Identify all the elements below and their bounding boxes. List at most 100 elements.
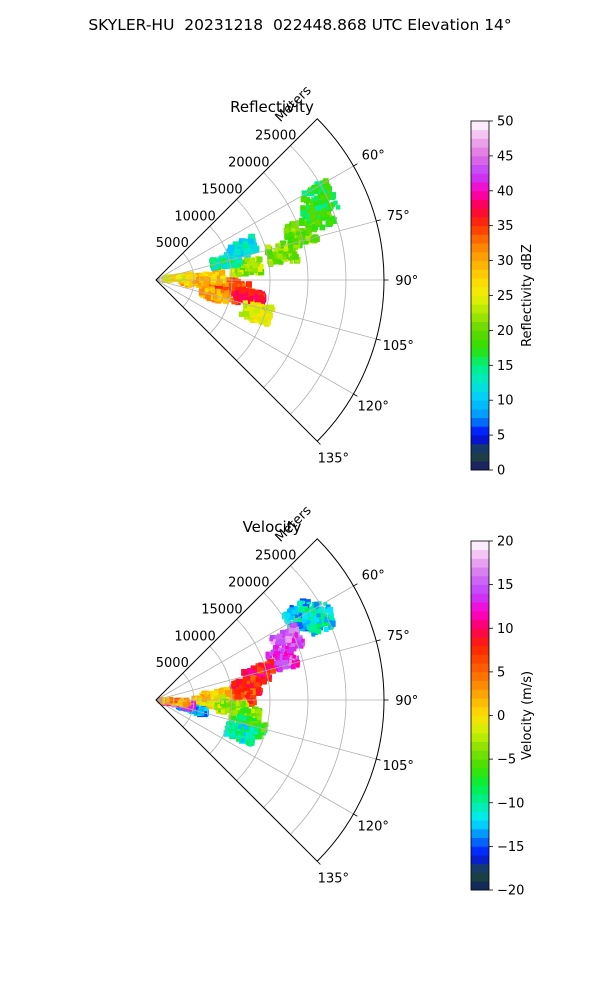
echo-cell [312,224,318,231]
grid-spoke [155,279,377,340]
colorbar-swatch [471,286,489,296]
echo-cell [273,258,279,264]
echo-cell [221,292,229,300]
colorbar-swatch [471,680,489,690]
azimuth-tick-label: 135° [318,871,349,886]
echo-cell [291,610,296,614]
colorbar-swatch [471,138,489,148]
echo-cell [250,665,255,670]
echo-cell [231,721,235,726]
echo-cell [247,739,255,746]
echo-cell [291,623,296,628]
colorbar-tick-label: −10 [497,796,524,811]
echo-cell [232,268,240,276]
echo-cell [241,731,246,737]
echo-cell [219,255,224,260]
radial-tick-label: 15000 [201,602,242,617]
colorbar-tick-label: 15 [497,578,514,593]
echo-cell [306,214,313,221]
echo-cell [241,681,248,688]
echo-cell [237,268,242,273]
colorbar-swatch [471,654,489,664]
echo-cell [251,670,256,676]
echo-cell [311,610,316,615]
panel-velocity: 60° 75° 90° 105° 120° 135° 5000 10000 15000 20000… [155,503,535,899]
echo-cell [268,314,273,318]
radial-tick-label: 25000 [255,549,296,564]
colorbar-swatch [471,443,489,453]
echo-cell [211,267,215,271]
colorbar-swatch [471,619,489,629]
echo-cell [246,692,251,697]
echo-cell [309,606,315,612]
echo-cell [313,185,320,191]
echo-cell [327,613,334,620]
echo-cell [248,690,253,695]
echo-cell [230,268,235,273]
echo-cell [252,262,258,269]
echo-cell [302,229,306,233]
echo-cell [270,668,276,674]
echo-cell [309,232,313,236]
echo-cell [297,600,303,606]
echo-cell [284,612,291,619]
echo-cell [231,681,237,687]
colorbar-swatch [471,715,489,725]
echo-cell [256,256,263,263]
echo-cell [329,611,334,616]
echo-cell [326,211,331,216]
echo-cell [276,639,282,645]
grid-spoke [155,220,377,281]
echo-cell [319,224,326,231]
echo-cell [245,261,250,267]
echo-cell [245,248,250,254]
echo-cell [295,622,303,629]
echo-cell [231,291,237,297]
grid-spoke [155,699,377,760]
echo-cell [244,243,250,249]
echo-cell [228,730,234,736]
echo-cell [256,263,264,271]
echo-cell [215,279,223,286]
echo-cell [242,293,249,300]
echo-cell [327,220,334,227]
radial-tick-label: 20000 [228,576,269,591]
echo-cell [287,236,295,244]
echo-cell [308,626,315,633]
colorbar-swatch [471,173,489,183]
colorbar-swatch [471,225,489,235]
colorbar-swatch [471,767,489,777]
colorbar-swatch [471,549,489,559]
echo-cell [278,639,285,646]
colorbar-swatch [471,863,489,873]
echo-cell [214,705,220,711]
colorbar-tick-label: −5 [497,753,516,768]
radial-tick-label: 10000 [174,629,215,644]
polar-frame [155,118,385,442]
echo-cell [219,694,226,702]
echo-cell [323,627,329,632]
panel-title: Velocity [243,518,302,536]
echo-cell [248,261,252,265]
echo-cell [248,238,254,245]
echo-cell [226,263,232,269]
echo-cell [220,264,225,268]
echo-cell [234,290,240,295]
colorbar-tick-label: 10 [497,622,514,637]
echo-cell [241,283,246,287]
radial-tick-label: 20000 [228,156,269,171]
echo-cell [298,611,305,618]
echo-cell [313,201,318,206]
echo-cell [242,677,250,684]
echo-cell [295,641,302,649]
echo-cell [286,223,292,230]
echo-cell [318,612,325,619]
echo-cell [299,217,304,223]
echo-cell [220,289,225,294]
azimuth-tick [376,219,381,222]
echo-cell [256,304,262,310]
colorbar-swatch [471,382,489,392]
echo-cell [249,733,254,738]
echo-cell [187,701,191,705]
echo-cell [335,205,341,210]
